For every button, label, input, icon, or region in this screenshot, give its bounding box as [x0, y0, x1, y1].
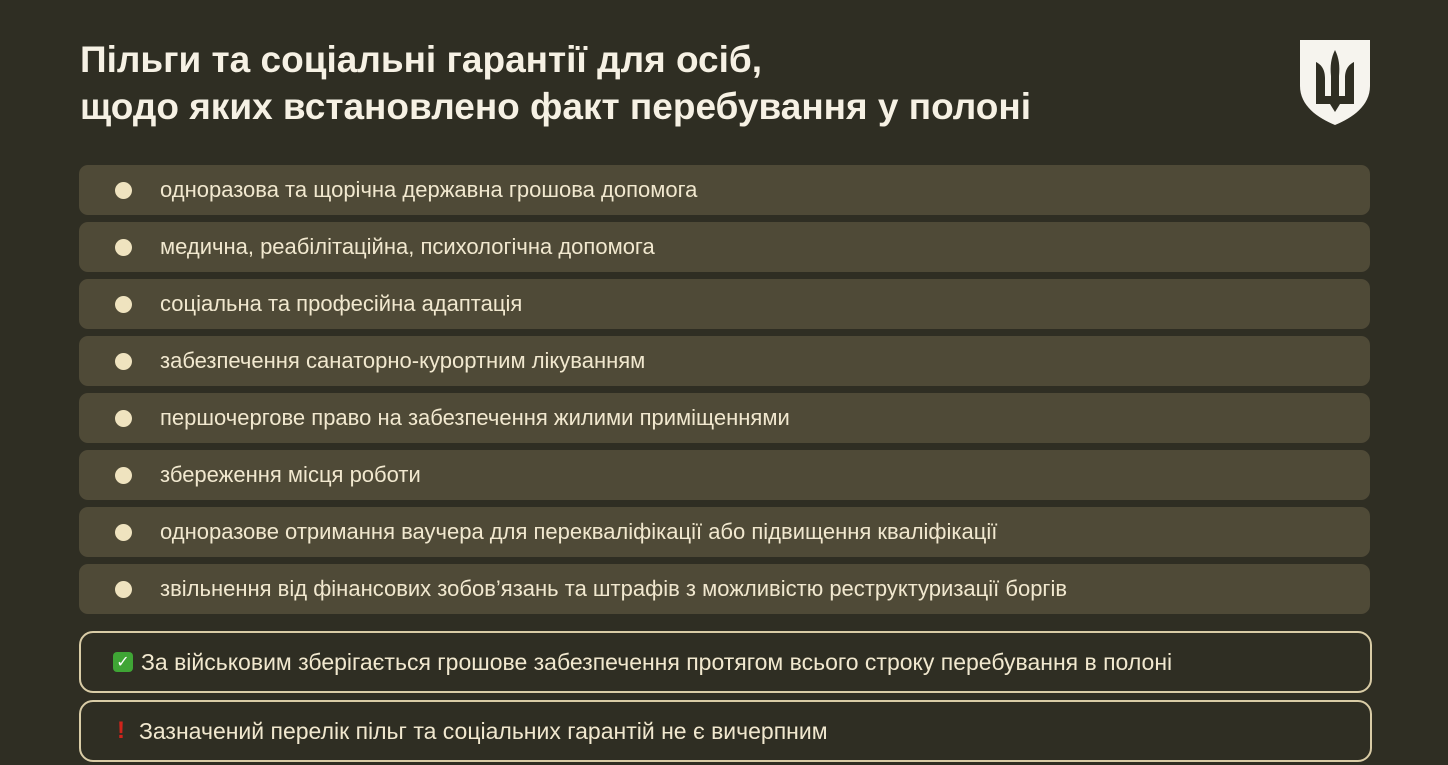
- list-item: звільнення від фінансових зобов’язань та…: [79, 564, 1370, 614]
- salary-note: ✓ За військовим зберігається грошове заб…: [79, 631, 1372, 693]
- bullet-icon: [115, 238, 132, 256]
- trident-shield-icon: [1300, 40, 1370, 125]
- title-line-1: Пільги та соціальні гарантії для осіб,: [80, 39, 763, 80]
- bullet-icon: [115, 466, 132, 484]
- list-item: першочергове право на забезпечення жилим…: [79, 393, 1370, 443]
- list-item: соціальна та професійна адаптація: [79, 279, 1370, 329]
- bullet-icon: [115, 409, 132, 427]
- bullet-icon: [115, 352, 132, 370]
- bullet-icon: [115, 580, 132, 598]
- bullet-icon: [115, 523, 132, 541]
- exclamation-icon: !: [117, 717, 125, 744]
- non-exhaustive-note: ! Зазначений перелік пільг та соціальних…: [79, 700, 1372, 762]
- list-item: збереження місця роботи: [79, 450, 1370, 500]
- title-line-2: щодо яких встановлено факт перебування у…: [80, 86, 1032, 127]
- benefits-list: одноразова та щорічна державна грошова д…: [79, 165, 1370, 621]
- list-item: одноразове отримання ваучера для переква…: [79, 507, 1370, 557]
- list-item: медична, реабілітаційна, психологічна до…: [79, 222, 1370, 272]
- check-mark-icon: ✓: [113, 652, 133, 672]
- bullet-icon: [115, 181, 132, 199]
- bullet-icon: [115, 295, 132, 313]
- list-item: забезпечення санаторно-курортним лікуван…: [79, 336, 1370, 386]
- list-item: одноразова та щорічна державна грошова д…: [79, 165, 1370, 215]
- page-title: Пільги та соціальні гарантії для осіб, щ…: [80, 36, 1031, 130]
